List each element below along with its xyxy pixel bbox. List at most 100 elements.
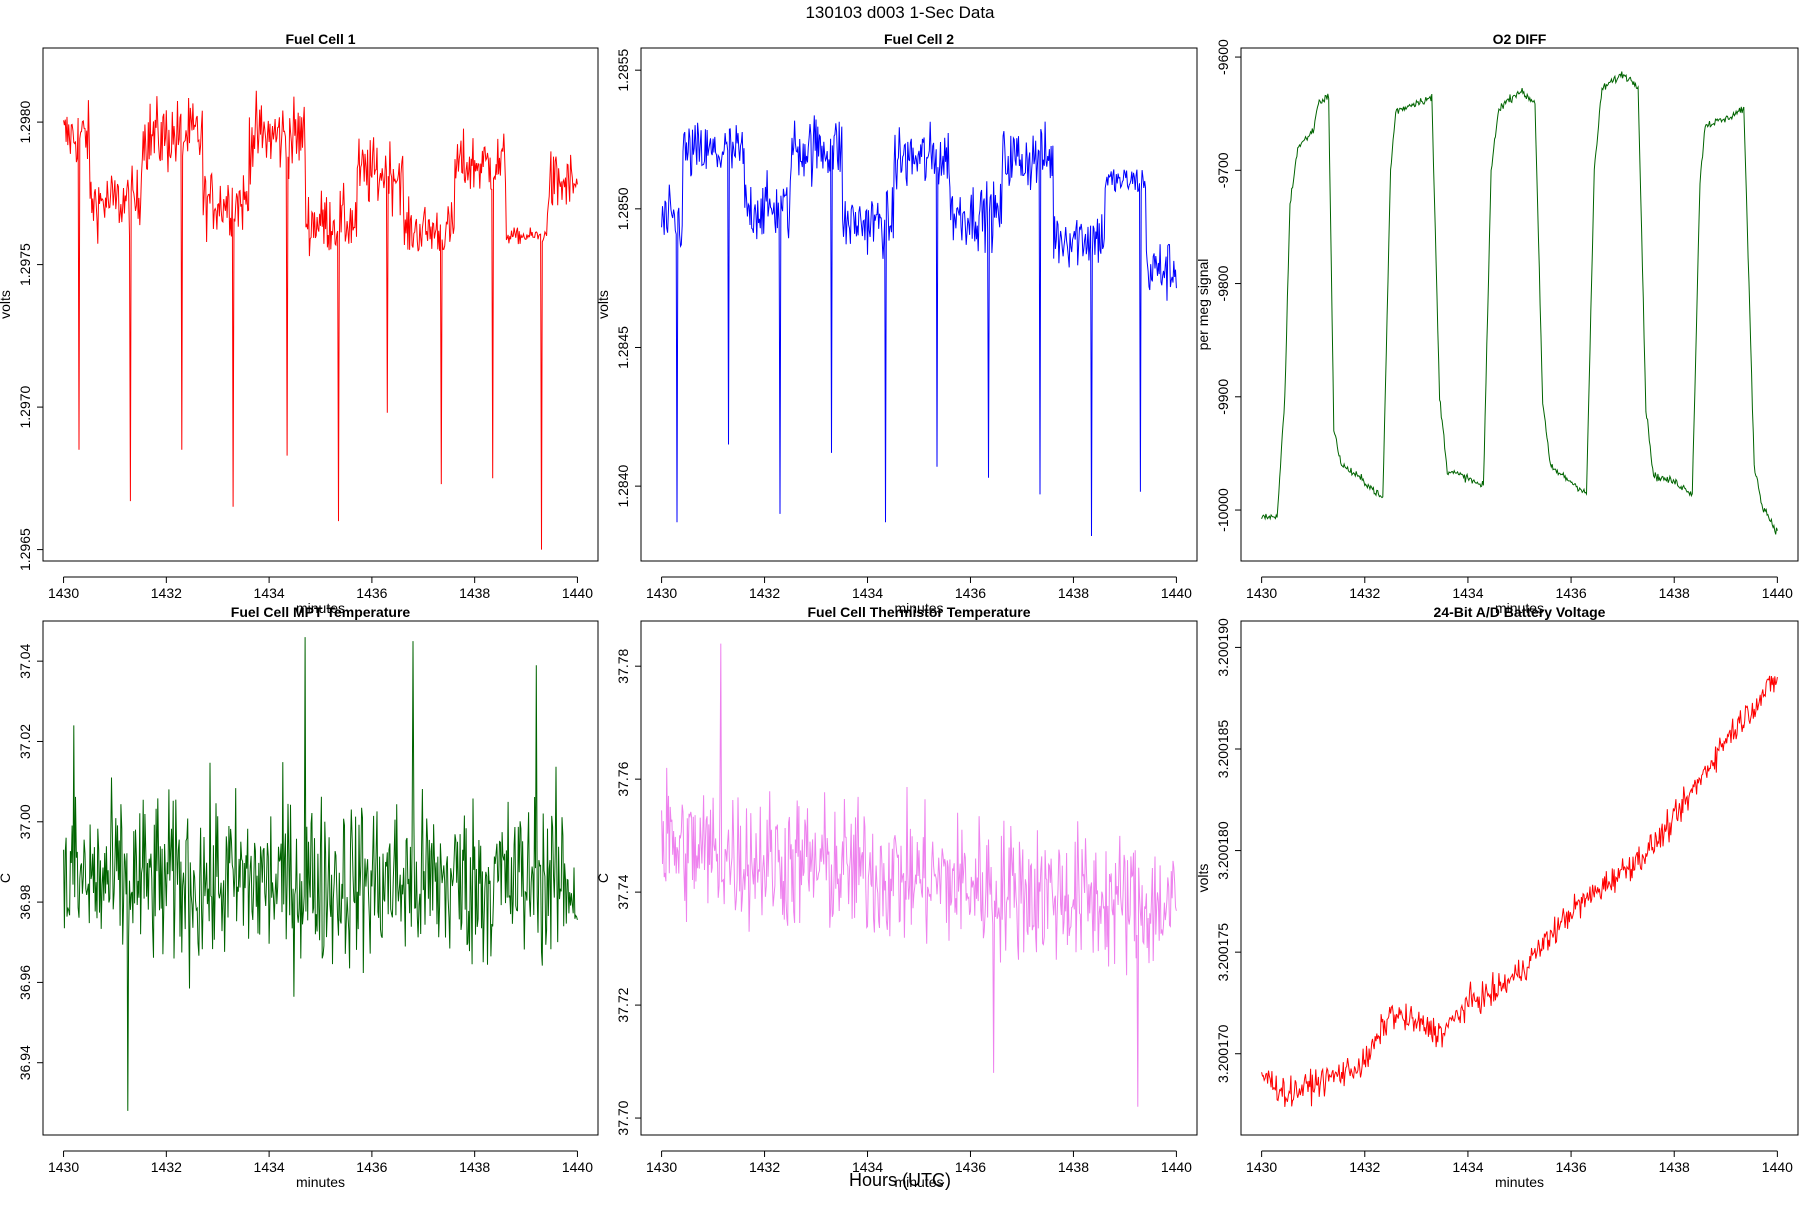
y-tick-label: 3.200185 xyxy=(1215,720,1231,779)
y-tick-label: 36.96 xyxy=(17,965,33,1000)
x-tick-label: 1440 xyxy=(562,1159,593,1175)
x-tick-label: 1440 xyxy=(1161,585,1192,601)
x-tick-label: 1430 xyxy=(48,1159,79,1175)
y-tick-label: 37.70 xyxy=(615,1100,631,1135)
y-tick-label: 36.98 xyxy=(17,884,33,919)
panel-2: Fuel Cell 2 1430 1432 1434 1436 1438 1440 minut… xyxy=(595,31,1198,616)
y-tick-label: -9600 xyxy=(1215,39,1231,75)
panel-title: O2 DIFF xyxy=(1493,31,1547,47)
y-tick-label: 1.2975 xyxy=(17,243,33,286)
plot-frame xyxy=(42,47,599,562)
plot-frame xyxy=(1240,47,1799,562)
x-tick-label: 1436 xyxy=(1555,1159,1586,1175)
panel-3: O2 DIFF 1430 1432 1434 1436 1438 1440 minutes -1… xyxy=(1195,31,1799,616)
x-tick-label: 1432 xyxy=(749,1159,780,1175)
x-tick-label: 1432 xyxy=(1349,585,1380,601)
y-tick-label: -9900 xyxy=(1215,379,1231,415)
y-tick-label: 37.00 xyxy=(17,804,33,839)
x-tick-label: 1430 xyxy=(646,1159,677,1175)
panel-1: Fuel Cell 1 1430 1432 1434 1436 1438 1440 minut… xyxy=(0,31,599,616)
x-tick-label: 1438 xyxy=(459,1159,490,1175)
y-tick-label: 36.94 xyxy=(17,1045,33,1080)
x-tick-label: 1440 xyxy=(1161,1159,1192,1175)
x-tick-label: 1432 xyxy=(151,1159,182,1175)
y-tick-label: 37.04 xyxy=(17,643,33,678)
x-tick-label: 1438 xyxy=(1058,1159,1089,1175)
x-axis-label: minutes xyxy=(894,1174,943,1190)
x-axis-label: minutes xyxy=(894,600,943,616)
x-tick-label: 1436 xyxy=(955,1159,986,1175)
figure-title: 130103 d003 1-Sec Data xyxy=(805,3,995,22)
x-tick-label: 1434 xyxy=(1452,1159,1483,1175)
y-axis-label: volts xyxy=(595,290,611,319)
x-tick-label: 1434 xyxy=(852,585,883,601)
panel-title: Fuel Cell MPT Temperature xyxy=(231,604,411,620)
x-tick-label: 1432 xyxy=(151,585,182,601)
y-tick-label: 1.2855 xyxy=(615,49,631,92)
y-axis-label: per meg signal xyxy=(1195,259,1211,351)
y-tick-label: -10000 xyxy=(1215,488,1231,532)
y-tick-label: -9700 xyxy=(1215,152,1231,188)
x-tick-label: 1436 xyxy=(356,1159,387,1175)
x-axis-label: minutes xyxy=(296,600,345,616)
x-tick-label: 1434 xyxy=(254,1159,285,1175)
x-tick-label: 1436 xyxy=(356,585,387,601)
panel-title: Fuel Cell 2 xyxy=(884,31,954,47)
y-tick-label: 1.2965 xyxy=(17,528,33,571)
y-tick-label: 1.2845 xyxy=(615,326,631,369)
x-tick-label: 1430 xyxy=(1246,585,1277,601)
figure-bottom-label: Hours (UTC) xyxy=(849,1170,951,1190)
series-line xyxy=(661,643,1177,1107)
y-tick-label: 37.78 xyxy=(615,648,631,683)
y-tick-label: 37.76 xyxy=(615,761,631,796)
x-axis-label: minutes xyxy=(1495,1174,1544,1190)
series-line xyxy=(63,637,578,1111)
x-axis-label: minutes xyxy=(296,1174,345,1190)
panel-4: Fuel Cell MPT Temperature 1430 1432 1434 143… xyxy=(0,604,599,1190)
x-tick-label: 1432 xyxy=(1349,1159,1380,1175)
y-axis-label: volts xyxy=(0,290,13,319)
plot-frame xyxy=(1240,620,1799,1136)
panel-title: 24-Bit A/D Battery Voltage xyxy=(1434,604,1606,620)
y-tick-label: 3.200180 xyxy=(1215,821,1231,880)
plot-frame xyxy=(640,620,1198,1136)
x-tick-label: 1432 xyxy=(749,585,780,601)
panel-5: Fuel Cell Thermistor Temperature 1430 1432… xyxy=(595,604,1198,1190)
series-line xyxy=(1261,675,1778,1107)
x-axis-label: minutes xyxy=(1495,600,1544,616)
x-tick-label: 1440 xyxy=(562,585,593,601)
x-tick-label: 1434 xyxy=(1452,585,1483,601)
x-tick-label: 1440 xyxy=(1762,585,1793,601)
plot-frame xyxy=(640,47,1198,562)
y-tick-label: 37.02 xyxy=(17,724,33,759)
series-line xyxy=(1261,71,1778,535)
x-tick-label: 1438 xyxy=(1659,1159,1690,1175)
y-tick-label: 1.2840 xyxy=(615,465,631,508)
y-tick-label: 3.200170 xyxy=(1215,1024,1231,1083)
y-tick-label: 3.200190 xyxy=(1215,618,1231,677)
series-line xyxy=(63,90,578,550)
x-tick-label: 1434 xyxy=(254,585,285,601)
x-tick-label: 1438 xyxy=(1659,585,1690,601)
x-tick-label: 1430 xyxy=(48,585,79,601)
panel-6: 24-Bit A/D Battery Voltage 1430 1432 1434 14… xyxy=(1195,604,1799,1190)
y-axis-label: C xyxy=(595,873,611,883)
x-tick-label: 1436 xyxy=(1555,585,1586,601)
y-tick-label: 37.72 xyxy=(615,987,631,1022)
x-tick-label: 1430 xyxy=(646,585,677,601)
x-tick-label: 1440 xyxy=(1762,1159,1793,1175)
plot-frame xyxy=(42,620,599,1136)
panel-title: Fuel Cell Thermistor Temperature xyxy=(807,604,1030,620)
panel-title: Fuel Cell 1 xyxy=(285,31,355,47)
y-tick-label: 1.2850 xyxy=(615,187,631,230)
y-axis-label: volts xyxy=(1195,864,1211,893)
x-tick-label: 1430 xyxy=(1246,1159,1277,1175)
x-tick-label: 1438 xyxy=(459,585,490,601)
y-tick-label: 1.2970 xyxy=(17,385,33,428)
y-tick-label: -9800 xyxy=(1215,265,1231,301)
y-tick-label: 3.200175 xyxy=(1215,923,1231,982)
x-tick-label: 1436 xyxy=(955,585,986,601)
y-axis-label: C xyxy=(0,873,13,883)
series-line xyxy=(661,115,1177,537)
